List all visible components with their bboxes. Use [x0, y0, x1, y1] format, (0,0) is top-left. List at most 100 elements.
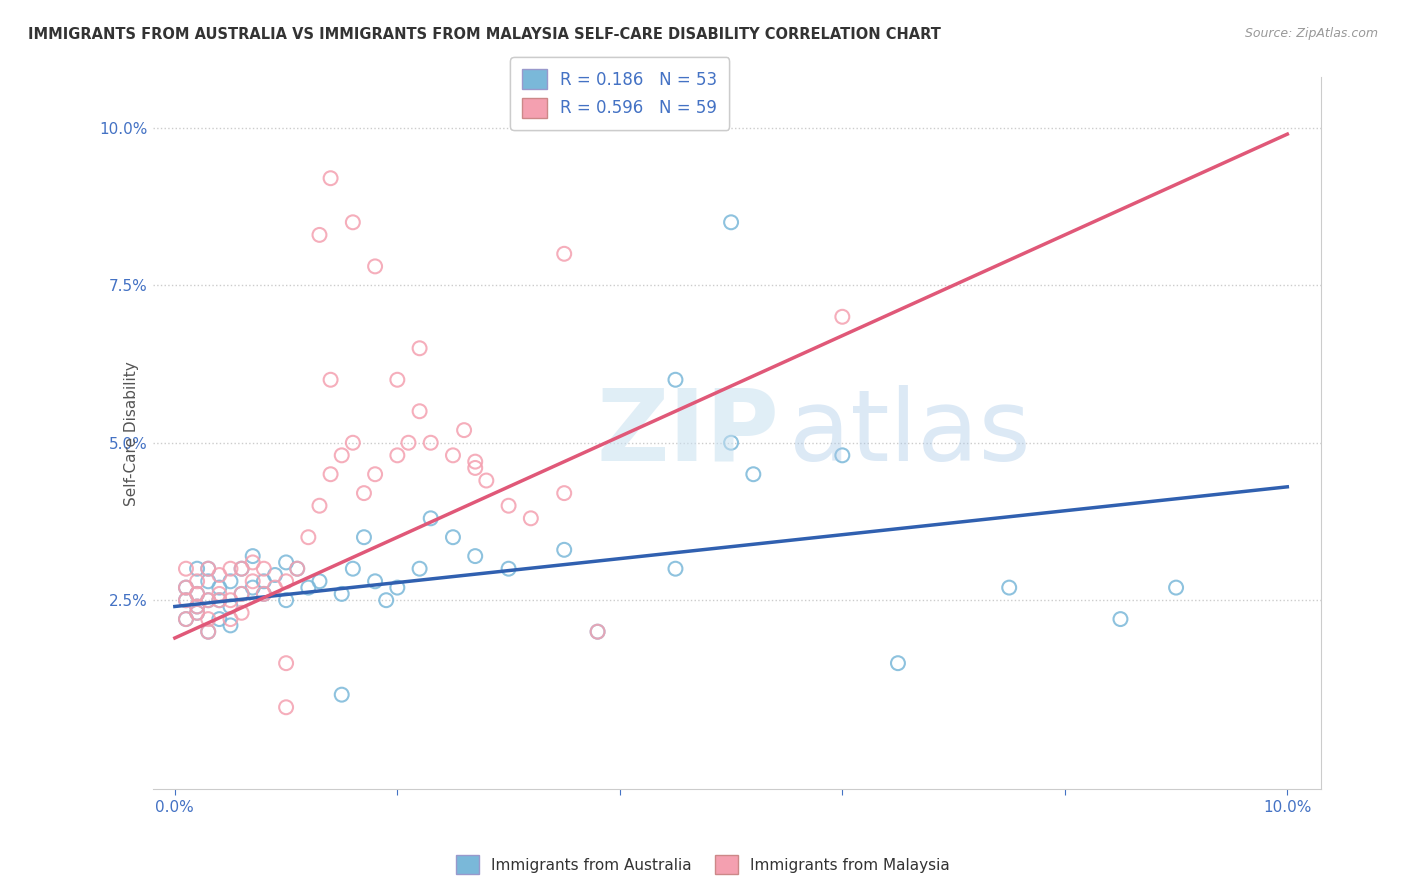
Point [197, 612, 219, 626]
Point [208, 581, 231, 595]
Point [197, 593, 219, 607]
Point [174, 612, 197, 626]
Point [441, 448, 464, 462]
Point [174, 612, 197, 626]
Point [586, 624, 609, 639]
Point [1109, 612, 1132, 626]
Point [553, 247, 575, 261]
Point [464, 549, 486, 563]
Point [219, 593, 242, 607]
Point [498, 499, 520, 513]
Point [408, 341, 430, 355]
Y-axis label: Self-Care Disability: Self-Care Disability [124, 361, 139, 506]
Point [197, 624, 219, 639]
Point [231, 587, 253, 601]
Point [274, 555, 297, 569]
Point [219, 599, 242, 614]
Point [308, 227, 330, 242]
Point [197, 624, 219, 639]
Point [208, 587, 231, 601]
Point [342, 435, 364, 450]
Point [186, 587, 208, 601]
Point [387, 448, 409, 462]
Point [387, 581, 409, 595]
Point [208, 568, 231, 582]
Point [231, 606, 253, 620]
Point [319, 171, 342, 186]
Point [186, 587, 208, 601]
Point [408, 562, 430, 576]
Point [186, 606, 208, 620]
Point [231, 562, 253, 576]
Point [553, 542, 575, 557]
Point [186, 599, 208, 614]
Point [441, 530, 464, 544]
Point [553, 486, 575, 500]
Point [208, 612, 231, 626]
Point [174, 593, 197, 607]
Point [330, 448, 353, 462]
Point [498, 562, 520, 576]
Point [464, 455, 486, 469]
Point [419, 511, 441, 525]
Point [831, 448, 853, 462]
Point [274, 700, 297, 714]
Point [364, 467, 387, 482]
Point [664, 562, 686, 576]
Point [742, 467, 765, 482]
Text: Source: ZipAtlas.com: Source: ZipAtlas.com [1244, 27, 1378, 40]
Point [520, 511, 543, 525]
Point [274, 593, 297, 607]
Point [342, 562, 364, 576]
Point [387, 373, 409, 387]
Point [285, 562, 308, 576]
Point [453, 423, 475, 437]
Point [285, 562, 308, 576]
Text: ZIP: ZIP [596, 384, 779, 482]
Point [308, 574, 330, 589]
Point [231, 587, 253, 601]
Point [408, 404, 430, 418]
Point [242, 581, 264, 595]
Point [242, 574, 264, 589]
Point [464, 461, 486, 475]
Point [242, 549, 264, 563]
Point [330, 688, 353, 702]
Point [364, 260, 387, 274]
Point [174, 593, 197, 607]
Point [253, 587, 276, 601]
Point [174, 581, 197, 595]
Legend: Immigrants from Australia, Immigrants from Malaysia: Immigrants from Australia, Immigrants fr… [450, 849, 956, 880]
Point [319, 373, 342, 387]
Point [330, 587, 353, 601]
Point [197, 593, 219, 607]
Point [231, 562, 253, 576]
Point [720, 215, 742, 229]
Point [208, 593, 231, 607]
Text: atlas: atlas [789, 384, 1031, 482]
Point [208, 593, 231, 607]
Point [197, 574, 219, 589]
Point [586, 624, 609, 639]
Point [274, 574, 297, 589]
Point [1164, 581, 1187, 595]
Point [720, 435, 742, 450]
Point [375, 593, 398, 607]
Point [308, 499, 330, 513]
Point [242, 555, 264, 569]
Point [253, 574, 276, 589]
Point [219, 562, 242, 576]
Point [364, 574, 387, 589]
Point [274, 656, 297, 670]
Point [186, 599, 208, 614]
Point [186, 562, 208, 576]
Point [219, 618, 242, 632]
Point [353, 486, 375, 500]
Point [297, 530, 319, 544]
Point [219, 574, 242, 589]
Point [174, 581, 197, 595]
Point [998, 581, 1021, 595]
Point [475, 474, 498, 488]
Point [219, 612, 242, 626]
Text: IMMIGRANTS FROM AUSTRALIA VS IMMIGRANTS FROM MALAYSIA SELF-CARE DISABILITY CORRE: IMMIGRANTS FROM AUSTRALIA VS IMMIGRANTS … [28, 27, 941, 42]
